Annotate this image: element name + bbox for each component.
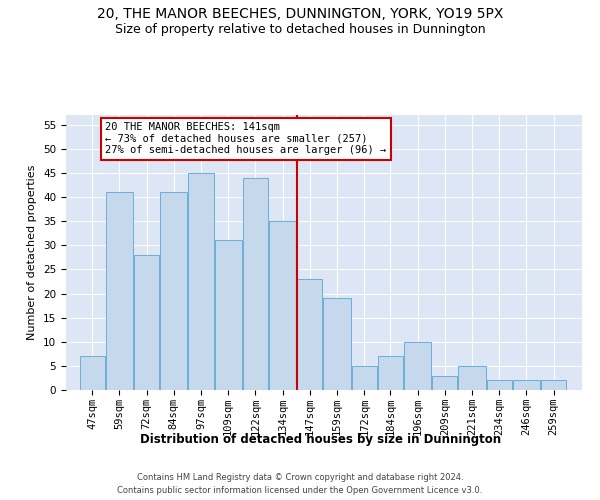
Text: Size of property relative to detached houses in Dunnington: Size of property relative to detached ho… [115, 22, 485, 36]
Bar [134, 255, 159, 390]
Bar [298, 279, 322, 390]
Text: Contains public sector information licensed under the Open Government Licence v3: Contains public sector information licen… [118, 486, 482, 495]
Bar [487, 380, 512, 390]
Bar [106, 192, 133, 390]
Bar [433, 376, 457, 390]
Bar [458, 366, 485, 390]
Y-axis label: Number of detached properties: Number of detached properties [28, 165, 37, 340]
Bar [243, 178, 268, 390]
Bar [269, 221, 296, 390]
Text: 20, THE MANOR BEECHES, DUNNINGTON, YORK, YO19 5PX: 20, THE MANOR BEECHES, DUNNINGTON, YORK,… [97, 8, 503, 22]
Bar [378, 356, 403, 390]
Bar [215, 240, 242, 390]
Bar [80, 356, 104, 390]
Text: Distribution of detached houses by size in Dunnington: Distribution of detached houses by size … [140, 432, 502, 446]
Bar [160, 192, 187, 390]
Text: Contains HM Land Registry data © Crown copyright and database right 2024.: Contains HM Land Registry data © Crown c… [137, 472, 463, 482]
Bar [404, 342, 431, 390]
Bar [541, 380, 566, 390]
Text: 20 THE MANOR BEECHES: 141sqm
← 73% of detached houses are smaller (257)
27% of s: 20 THE MANOR BEECHES: 141sqm ← 73% of de… [105, 122, 386, 156]
Bar [513, 380, 540, 390]
Bar [323, 298, 350, 390]
Bar [352, 366, 377, 390]
Bar [188, 173, 214, 390]
